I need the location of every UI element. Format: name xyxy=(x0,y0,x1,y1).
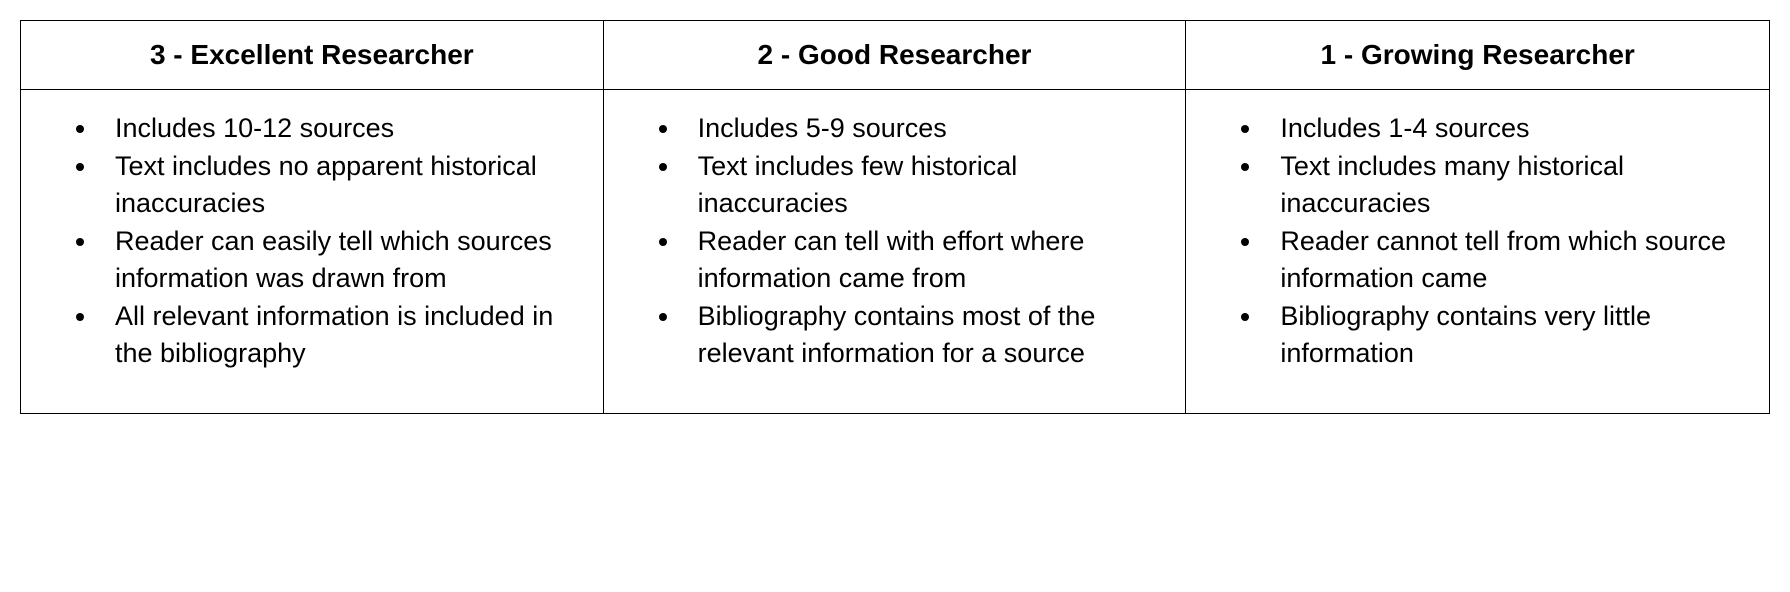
criteria-item: Text includes no apparent historical ina… xyxy=(99,148,573,221)
criteria-item: Bibliography contains very little inform… xyxy=(1264,298,1739,371)
criteria-item: All relevant information is included in … xyxy=(99,298,573,371)
criteria-item: Reader can tell with effort where inform… xyxy=(682,223,1156,296)
criteria-item: Bibliography contains most of the releva… xyxy=(682,298,1156,371)
column-header-growing: 1 - Growing Researcher xyxy=(1186,21,1769,90)
column-body-excellent: Includes 10-12 sources Text includes no … xyxy=(21,90,604,413)
header-text: 2 - Good Researcher xyxy=(758,39,1032,70)
column-body-good: Includes 5-9 sources Text includes few h… xyxy=(604,90,1187,413)
criteria-item: Reader cannot tell from which source inf… xyxy=(1264,223,1739,296)
criteria-item: Text includes few historical inaccuracie… xyxy=(682,148,1156,221)
column-header-excellent: 3 - Excellent Researcher xyxy=(21,21,604,90)
criteria-list: Includes 10-12 sources Text includes no … xyxy=(51,110,573,371)
rubric-table: 3 - Excellent Researcher 2 - Good Resear… xyxy=(20,20,1770,414)
criteria-item: Reader can easily tell which sources inf… xyxy=(99,223,573,296)
header-text: 3 - Excellent Researcher xyxy=(150,39,474,70)
header-text: 1 - Growing Researcher xyxy=(1320,39,1634,70)
criteria-item: Includes 10-12 sources xyxy=(99,110,573,146)
criteria-item: Includes 1-4 sources xyxy=(1264,110,1739,146)
column-header-good: 2 - Good Researcher xyxy=(604,21,1187,90)
criteria-list: Includes 5-9 sources Text includes few h… xyxy=(634,110,1156,371)
criteria-list: Includes 1-4 sources Text includes many … xyxy=(1216,110,1739,371)
criteria-item: Text includes many historical inaccuraci… xyxy=(1264,148,1739,221)
criteria-item: Includes 5-9 sources xyxy=(682,110,1156,146)
column-body-growing: Includes 1-4 sources Text includes many … xyxy=(1186,90,1769,413)
